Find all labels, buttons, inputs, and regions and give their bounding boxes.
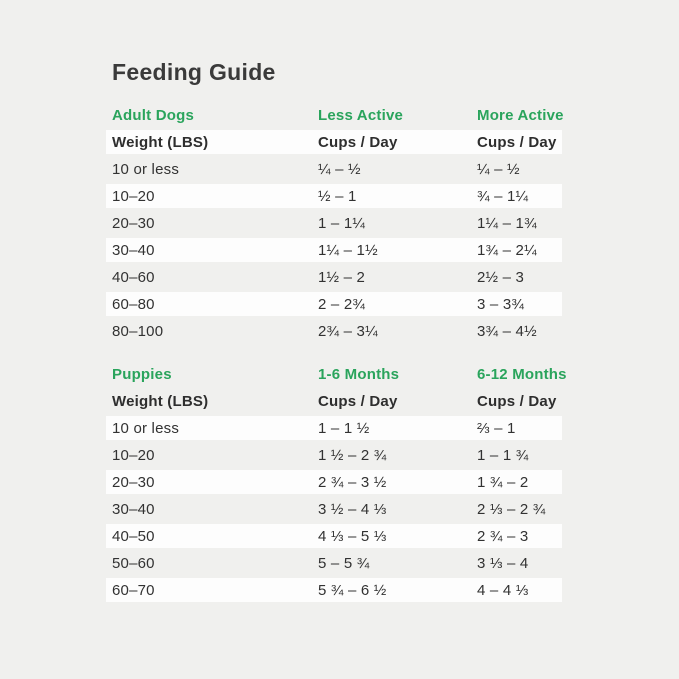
section-title: Puppies: [112, 365, 172, 383]
weight-cell: 10–20: [112, 446, 155, 464]
cups-per-day-label: Cups / Day: [318, 392, 398, 410]
weight-cell: 30–40: [112, 241, 155, 259]
cups-cell: 1 ½ – 2 ¾: [318, 446, 387, 464]
cups-cell: 1 – 1 ½: [318, 419, 370, 437]
weight-cell: 50–60: [112, 554, 155, 572]
cups-cell: 2½ – 3: [477, 268, 525, 286]
cups-cell: 1¾ – 2¼: [477, 241, 537, 259]
column-header-more-active: More Active: [477, 106, 564, 124]
weight-cell: 30–40: [112, 500, 155, 518]
weight-cell: 10–20: [112, 187, 155, 205]
weight-cell: 60–80: [112, 295, 155, 313]
section-title: Adult Dogs: [112, 106, 194, 124]
cups-cell: 2¾ – 3¼: [318, 322, 378, 340]
puppies-column-labels-row: Weight (LBS) Cups / Day Cups / Day: [106, 389, 562, 413]
puppies-header-row: Puppies 1-6 Months 6-12 Months: [106, 362, 567, 386]
puppies-table: Puppies 1-6 Months 6-12 Months Weight (L…: [106, 362, 567, 602]
table-row: 30–40 3 ½ – 4 ⅓ 2 ⅓ – 2 ¾: [106, 497, 562, 521]
table-row: 10–20 ½ – 1 ¾ – 1¼: [106, 184, 562, 208]
table-row: 50–60 5 – 5 ¾ 3 ⅓ – 4: [106, 551, 562, 575]
table-row: 40–50 4 ⅓ – 5 ⅓ 2 ¾ – 3: [106, 524, 562, 548]
cups-cell: 2 – 2¾: [318, 295, 366, 313]
table-row: 60–70 5 ¾ – 6 ½ 4 – 4 ⅓: [106, 578, 562, 602]
weight-cell: 80–100: [112, 322, 164, 340]
table-row: 20–30 2 ¾ – 3 ½ 1 ¾ – 2: [106, 470, 562, 494]
feeding-guide: Feeding Guide Adult Dogs Less Active Mor…: [106, 59, 567, 605]
cups-cell: 4 ⅓ – 5 ⅓: [318, 527, 387, 545]
cups-per-day-label: Cups / Day: [477, 133, 557, 151]
table-row: 10–20 1 ½ – 2 ¾ 1 – 1 ¾: [106, 443, 562, 467]
cups-cell: 3¾ – 4½: [477, 322, 537, 340]
cups-cell: 5 ¾ – 6 ½: [318, 581, 387, 599]
table-row: 30–40 1¼ – 1½ 1¾ – 2¼: [106, 238, 562, 262]
table-row: 10 or less ¼ – ½ ¼ – ½: [106, 157, 562, 181]
cups-cell: 3 – 3¾: [477, 295, 525, 313]
cups-cell: 5 – 5 ¾: [318, 554, 370, 572]
cups-per-day-label: Cups / Day: [318, 133, 398, 151]
cups-cell: ½ – 1: [318, 187, 357, 205]
adult-dogs-header-row: Adult Dogs Less Active More Active: [106, 103, 564, 127]
cups-per-day-label: Cups / Day: [477, 392, 557, 410]
adult-column-labels-row: Weight (LBS) Cups / Day Cups / Day: [106, 130, 562, 154]
page-title: Feeding Guide: [112, 59, 276, 85]
cups-cell: 1½ – 2: [318, 268, 366, 286]
weight-label: Weight (LBS): [112, 133, 209, 151]
cups-cell: ¼ – ½: [318, 160, 361, 178]
column-header-6-12-months: 6-12 Months: [477, 365, 567, 383]
cups-cell: 2 ⅓ – 2 ¾: [477, 500, 546, 518]
adult-dogs-table: Adult Dogs Less Active More Active Weigh…: [106, 103, 564, 343]
weight-cell: 10 or less: [112, 160, 180, 178]
cups-cell: 2 ¾ – 3: [477, 527, 529, 545]
table-row: 80–100 2¾ – 3¼ 3¾ – 4½: [106, 319, 562, 343]
cups-cell: 3 ⅓ – 4: [477, 554, 529, 572]
cups-cell: 4 – 4 ⅓: [477, 581, 529, 599]
weight-cell: 40–60: [112, 268, 155, 286]
weight-cell: 60–70: [112, 581, 155, 599]
table-row: 10 or less 1 – 1 ½ ⅔ – 1: [106, 416, 562, 440]
cups-cell: ¾ – 1¼: [477, 187, 529, 205]
table-row: 20–30 1 – 1¼ 1¼ – 1¾: [106, 211, 562, 235]
table-row: 40–60 1½ – 2 2½ – 3: [106, 265, 562, 289]
column-header-1-6-months: 1-6 Months: [318, 365, 400, 383]
cups-cell: 1¼ – 1½: [318, 241, 378, 259]
weight-cell: 20–30: [112, 214, 155, 232]
column-header-less-active: Less Active: [318, 106, 404, 124]
cups-cell: 1¼ – 1¾: [477, 214, 537, 232]
weight-cell: 10 or less: [112, 419, 180, 437]
weight-cell: 40–50: [112, 527, 155, 545]
weight-cell: 20–30: [112, 473, 155, 491]
cups-cell: 1 – 1¼: [318, 214, 366, 232]
cups-cell: 1 ¾ – 2: [477, 473, 529, 491]
table-row: 60–80 2 – 2¾ 3 – 3¾: [106, 292, 562, 316]
cups-cell: 3 ½ – 4 ⅓: [318, 500, 387, 518]
cups-cell: ⅔ – 1: [477, 419, 516, 437]
cups-cell: ¼ – ½: [477, 160, 520, 178]
cups-cell: 2 ¾ – 3 ½: [318, 473, 387, 491]
cups-cell: 1 – 1 ¾: [477, 446, 529, 464]
weight-label: Weight (LBS): [112, 392, 209, 410]
